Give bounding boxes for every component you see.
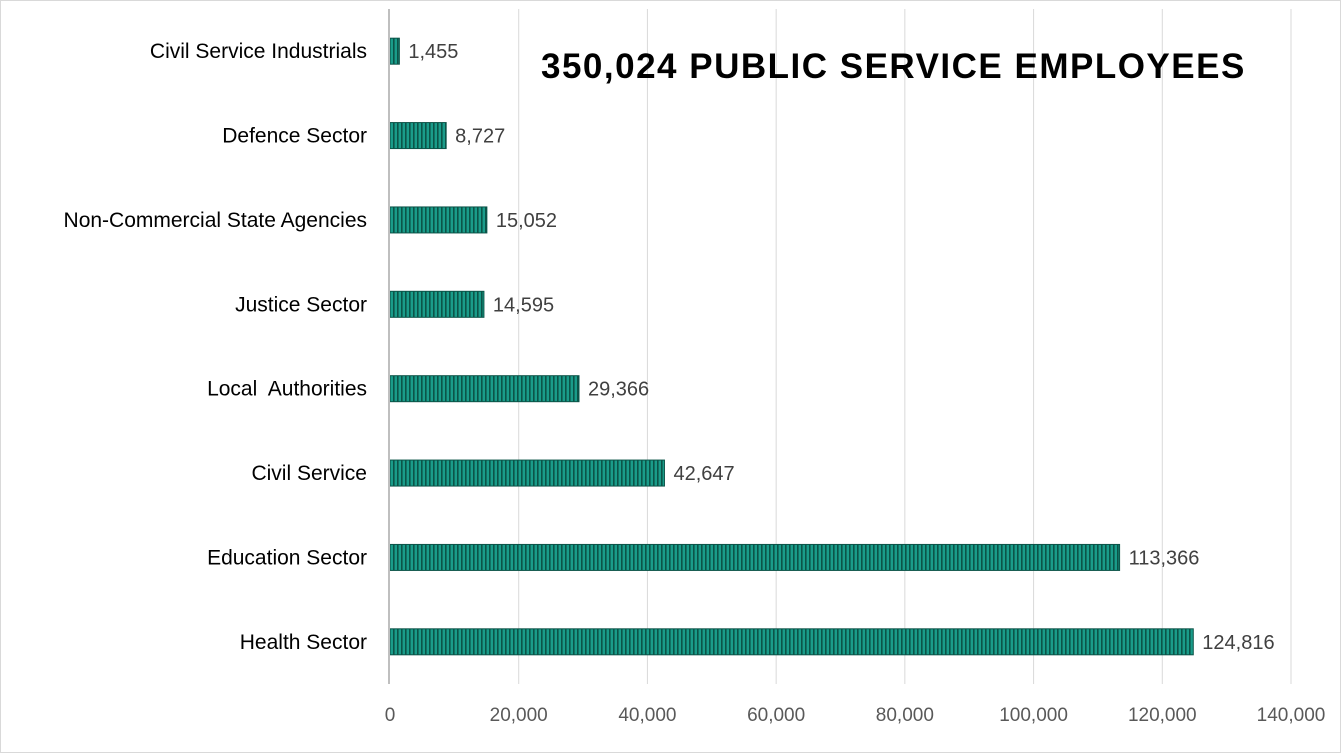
bar [389,543,1121,571]
category-label: Local Authorities [207,378,367,401]
category-label: Civil Service [251,462,367,485]
bars [389,37,1194,656]
category-label: Non-Commercial State Agencies [64,209,367,232]
x-tick-label: 120,000 [1128,705,1197,726]
bar [389,122,447,150]
bar [389,206,488,234]
bar [389,37,400,65]
data-label: 1,455 [408,41,458,63]
data-label: 42,647 [673,463,734,485]
bar [389,459,665,487]
category-label: Defence Sector [222,125,367,148]
x-tick-label: 140,000 [1257,705,1326,726]
x-tick-label: 40,000 [618,705,676,726]
x-tick-label: 80,000 [876,705,934,726]
category-label: Health Sector [240,631,367,654]
labels: 0 20,000 40,000 60,000 80,000 100,000 120,000 1… [64,40,1326,726]
data-label: 8,727 [455,126,505,148]
chart-title: 350,024 PUBLIC SERVICE EMPLOYEES [541,47,1246,86]
category-label: Education Sector [207,546,367,569]
bar [389,628,1194,656]
data-label: 14,595 [493,294,554,316]
data-label: 124,816 [1202,632,1274,654]
x-tick-label: 20,000 [490,705,548,726]
category-label: Justice Sector [235,293,367,316]
x-tick-label: 100,000 [999,705,1068,726]
gridlines [518,9,1292,684]
x-tick-label: 60,000 [747,705,805,726]
bar [389,290,485,318]
bar [389,375,580,403]
data-label: 113,366 [1129,547,1200,569]
x-tick-label: 0 [385,705,396,726]
data-label: 15,052 [496,210,557,232]
data-label: 29,366 [588,379,649,401]
category-label: Civil Service Industrials [150,40,367,63]
